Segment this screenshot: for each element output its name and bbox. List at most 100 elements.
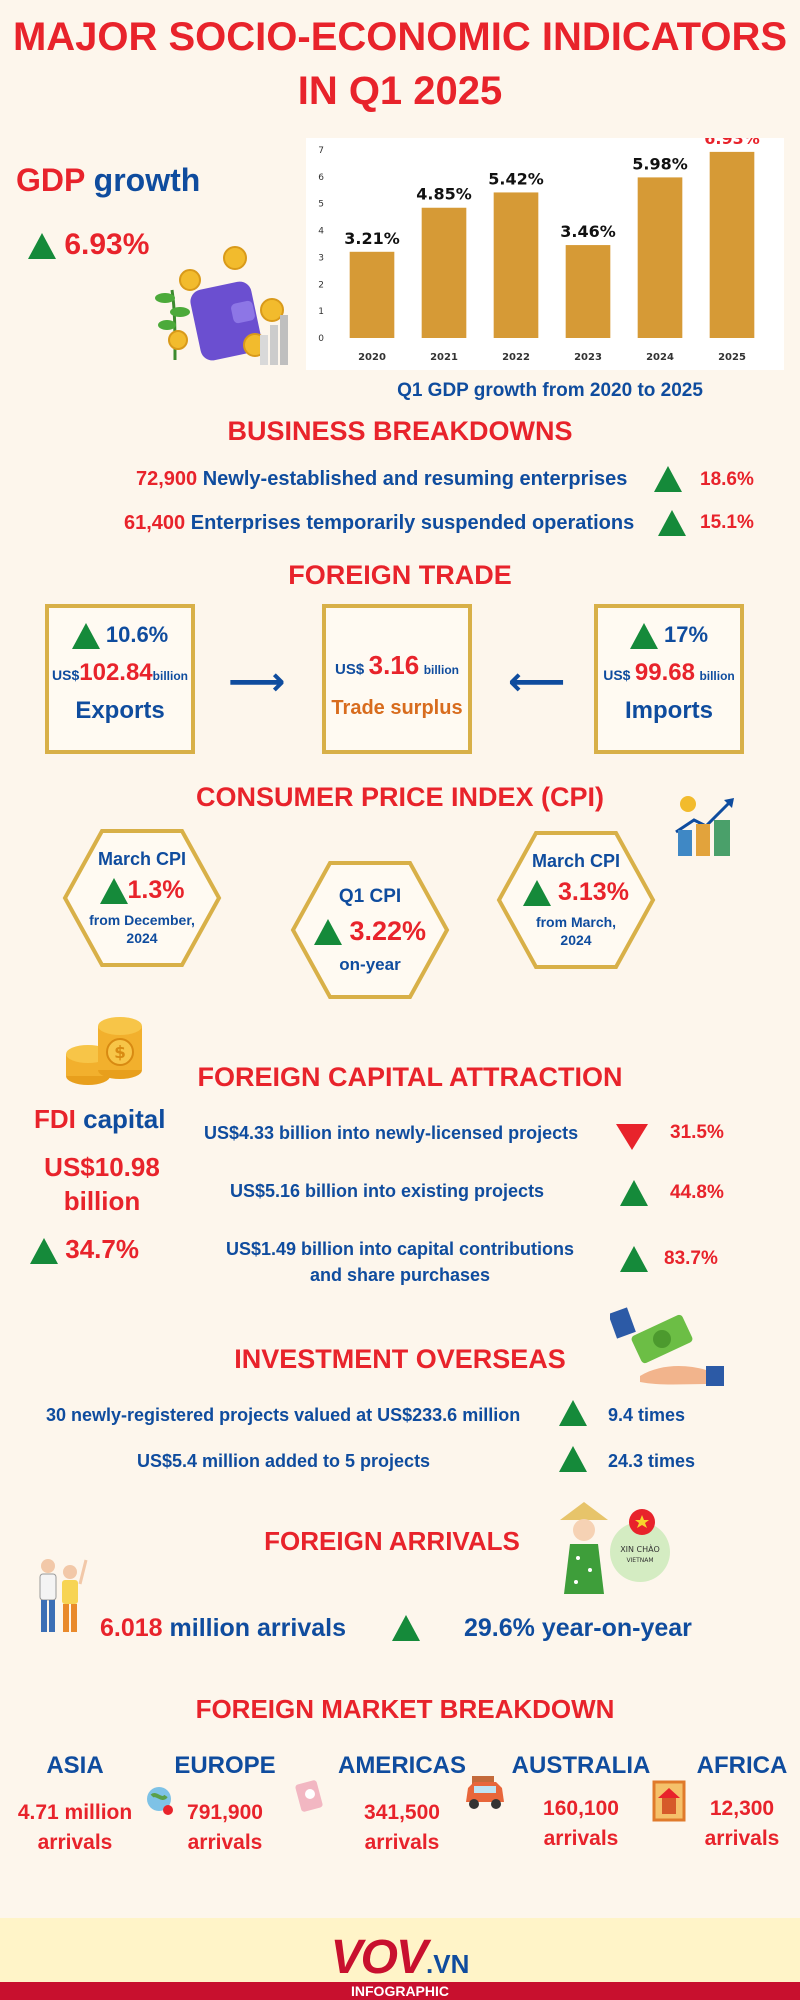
business-row-1-pct: 18.6% [700, 469, 754, 490]
footer-logo: VOV.VN [0, 1930, 800, 1985]
x-tick-label-2025: 2025 [718, 352, 746, 363]
bar-2024 [637, 177, 683, 338]
sticker-line-2: VIETNAM [626, 1557, 653, 1564]
cpi-heading: CONSUMER PRICE INDEX (CPI) [195, 782, 605, 812]
business-row-1-text: Newly-established and resuming enterpris… [202, 468, 628, 490]
y-tick-label: 1 [318, 307, 324, 317]
cpi-right-value: 3.13% [558, 878, 629, 906]
region-unit: arrivals [543, 1827, 619, 1850]
fdi-label-blue: capital [83, 1104, 166, 1134]
trade-surplus-box: US$ 3.16 billion Trade surplus [322, 604, 472, 754]
business-row-2-pct: 15.1% [700, 512, 754, 533]
bar-label-2021: 4.85% [416, 185, 472, 204]
footer-band [0, 1918, 800, 1982]
fdi-row-3-line-2: and share purchases [309, 1265, 491, 1285]
region-africa: AFRICA 12,300 arrivals [690, 1752, 794, 1854]
arrivals-number: 6.018 [100, 1614, 163, 1642]
region-name: AUSTRALIA [511, 1752, 651, 1779]
gdp-label-blue: growth [93, 162, 201, 198]
y-tick-label: 6 [318, 173, 324, 183]
footer-bar [0, 1982, 800, 2000]
bar-label-2022: 5.42% [488, 169, 544, 188]
y-tick-label: 4 [318, 227, 324, 237]
region-unit: arrivals [187, 1831, 263, 1854]
title-line-2: IN Q1 2025 [297, 69, 503, 113]
up-arrow-icon [71, 623, 100, 650]
cpi-left-title: March CPI [97, 849, 187, 869]
up-arrow-icon [392, 1615, 420, 1641]
gdp-label-red: GDP [16, 162, 85, 198]
vov-logo-suffix: .VN [426, 1949, 470, 1979]
x-tick-label-2024: 2024 [646, 352, 674, 363]
bar-label-2024: 5.98% [632, 154, 688, 173]
business-row-2: 61,400 Enterprises temporarily suspended… [124, 512, 634, 535]
region-name: ASIA [46, 1752, 104, 1779]
fdi-row-1-text: US$4.33 billion into newly-licensed proj… [204, 1123, 579, 1143]
cpi-march-from-december: March CPI 1.3% from December, 2024 [62, 828, 222, 968]
y-tick-label: 5 [318, 200, 324, 210]
exports-label: Exports [75, 697, 165, 725]
fdi-row-3-text: US$1.49 billion into capital contributio… [200, 1236, 600, 1288]
business-row-2-text: Enterprises temporarily suspended operat… [190, 512, 635, 534]
region-value: 160,100 [543, 1797, 619, 1820]
exports-pct: 10.6% [105, 622, 169, 647]
bar-2022 [493, 192, 539, 338]
imports-value: 99.68 [634, 659, 695, 687]
region-name: AMERICAS [337, 1752, 466, 1779]
region-unit: arrivals [37, 1831, 113, 1854]
surplus-prefix: US$ [334, 661, 365, 678]
fdi-label-red: FDI [34, 1104, 76, 1134]
region-name: EUROPE [174, 1752, 276, 1779]
temple-icon [652, 1780, 686, 1822]
region-unit: arrivals [704, 1827, 780, 1850]
surplus-value: 3.16 [368, 650, 420, 680]
cpi-q1: Q1 CPI 3.22% on-year [290, 860, 450, 1000]
up-arrow-icon [658, 510, 686, 536]
fdi-total-line-1: US$10.98 [44, 1152, 160, 1182]
up-arrow-icon [313, 919, 342, 946]
footer-tag: INFOGRAPHIC [351, 1983, 449, 1999]
x-tick-label-2022: 2022 [502, 352, 530, 363]
imports-unit: billion [699, 669, 735, 684]
fdi-heading: FOREIGN CAPITAL ATTRACTION [197, 1062, 623, 1092]
up-arrow-icon [559, 1446, 587, 1472]
gdp-value-text: 6.93% [64, 228, 150, 261]
page-title: MAJOR SOCIO-ECONOMIC INDICATORS IN Q1 20… [0, 10, 800, 118]
cpi-left-value: 1.3% [127, 876, 185, 904]
up-arrow-icon [523, 880, 552, 907]
bar-label-2023: 3.46% [560, 222, 616, 241]
region-australia: AUSTRALIA 160,100 arrivals [506, 1752, 656, 1854]
vietnamese-girl-icon: XIN CHÀO VIETNAM [560, 1502, 670, 1594]
up-arrow-icon [629, 623, 658, 650]
cpi-left-note: from December, 2024 [89, 912, 195, 946]
arrivals-total: 6.018 million arrivals [100, 1614, 346, 1643]
region-name: AFRICA [696, 1752, 788, 1779]
fdi-total-line-2: billion [63, 1186, 141, 1216]
exports-unit: billion [152, 669, 188, 684]
exports-value: 102.84 [79, 659, 153, 687]
business-row-2-number: 61,400 [124, 512, 186, 534]
y-tick-label: 3 [318, 253, 324, 263]
up-arrow-icon [654, 466, 682, 492]
money-hand-icon [610, 1307, 724, 1386]
bar-label-2020: 3.21% [344, 229, 400, 248]
map-pin-icon [147, 1787, 173, 1815]
arrivals-pct: 29.6% year-on-year [464, 1614, 692, 1642]
exports-prefix: US$ [52, 667, 80, 684]
imports-label: Imports [624, 697, 713, 725]
cpi-center-title: Q1 CPI [338, 885, 402, 907]
x-tick-label-2020: 2020 [358, 352, 386, 363]
x-tick-label-2021: 2021 [430, 352, 458, 363]
bar-2025 [709, 151, 755, 338]
coin-stack-icon: $ [66, 1017, 142, 1085]
up-arrow-icon [30, 1238, 58, 1265]
markets-heading: FOREIGN MARKET BREAKDOWN [195, 1694, 615, 1724]
fdi-row-1-pct: 31.5% [670, 1122, 724, 1143]
region-value: 791,900 [187, 1801, 263, 1824]
gdp-chart-caption: Q1 GDP growth from 2020 to 2025 [397, 380, 703, 401]
up-arrow-icon [620, 1246, 648, 1272]
cpi-march-from-march: March CPI 3.13% from March, 2024 [496, 830, 656, 970]
overseas-row-2-text: US$5.4 million added to 5 projects [137, 1451, 431, 1471]
fdi-row-3-line-1: US$1.49 billion into capital contributio… [225, 1239, 575, 1259]
cpi-center-value: 3.22% [349, 915, 427, 946]
